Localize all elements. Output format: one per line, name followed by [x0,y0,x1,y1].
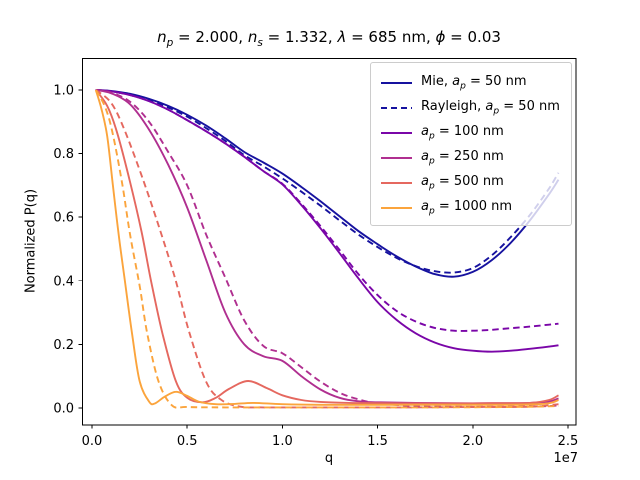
legend-line-sample [381,206,412,209]
curve-rayleigh-ap-500nm [95,89,559,409]
axes-frame [82,58,577,426]
title-var-phi: ϕ [435,28,446,46]
curve-mie-ap-50nm [95,89,560,278]
legend-line-sample [381,131,412,134]
legend-line-sample [381,156,412,159]
curve-rayleigh-ap-250nm [95,89,559,408]
x-tick-label: 2.5 [558,434,579,449]
curve-mie-ap-1000nm [94,89,559,406]
curve-rayleigh-ap-1000nm [94,89,559,409]
x-tick-label: 2.0 [462,434,483,449]
y-tick-label: 0.4 [53,274,74,289]
title-var-ns: n [247,28,258,46]
legend: Mie, ap = 50 nm Rayleigh, ap = 50 nm ap … [370,62,572,226]
legend-entry-rayleigh-50nm: Rayleigh, ap = 50 nm [371,95,571,120]
legend-entry-ap-500nm: ap = 500 nm [371,170,571,195]
legend-entry-ap-1000nm: ap = 1000 nm [371,195,571,220]
title-var-lambda: λ [337,28,347,46]
curve-rayleigh-ap-100nm [95,89,559,332]
x-tick-label: 1.5 [367,434,388,449]
x-tick-label: 0.0 [82,434,103,449]
y-tick-label: 0.2 [53,338,74,353]
legend-entry-ap-100nm: ap = 100 nm [371,120,571,145]
y-tick-label: 0.0 [53,401,74,416]
curve-rayleigh-ap-50nm [95,89,560,274]
x-axis-label: q [324,451,334,466]
x-axis-offset-label: 1e7 [553,451,578,466]
y-axis-label: Normalized P(q) [23,188,39,294]
y-tick-label: 1.0 [53,83,74,98]
chart-title: np = 2.000, ns = 1.332, λ = 685 nm, ϕ = … [157,28,501,49]
y-tick-label: 0.6 [53,211,74,226]
y-tick-label: 0.8 [53,147,74,162]
legend-line-sample [381,81,412,84]
title-var-np: n [157,28,167,46]
legend-entry-mie-50nm: Mie, ap = 50 nm [371,70,571,95]
x-tick-label: 1.0 [272,434,293,449]
legend-line-sample [381,181,412,184]
curve-mie-ap-500nm [95,89,559,405]
legend-entry-ap-250nm: ap = 250 nm [371,145,571,170]
x-tick-label: 0.5 [177,434,198,449]
legend-line-sample [381,106,412,109]
